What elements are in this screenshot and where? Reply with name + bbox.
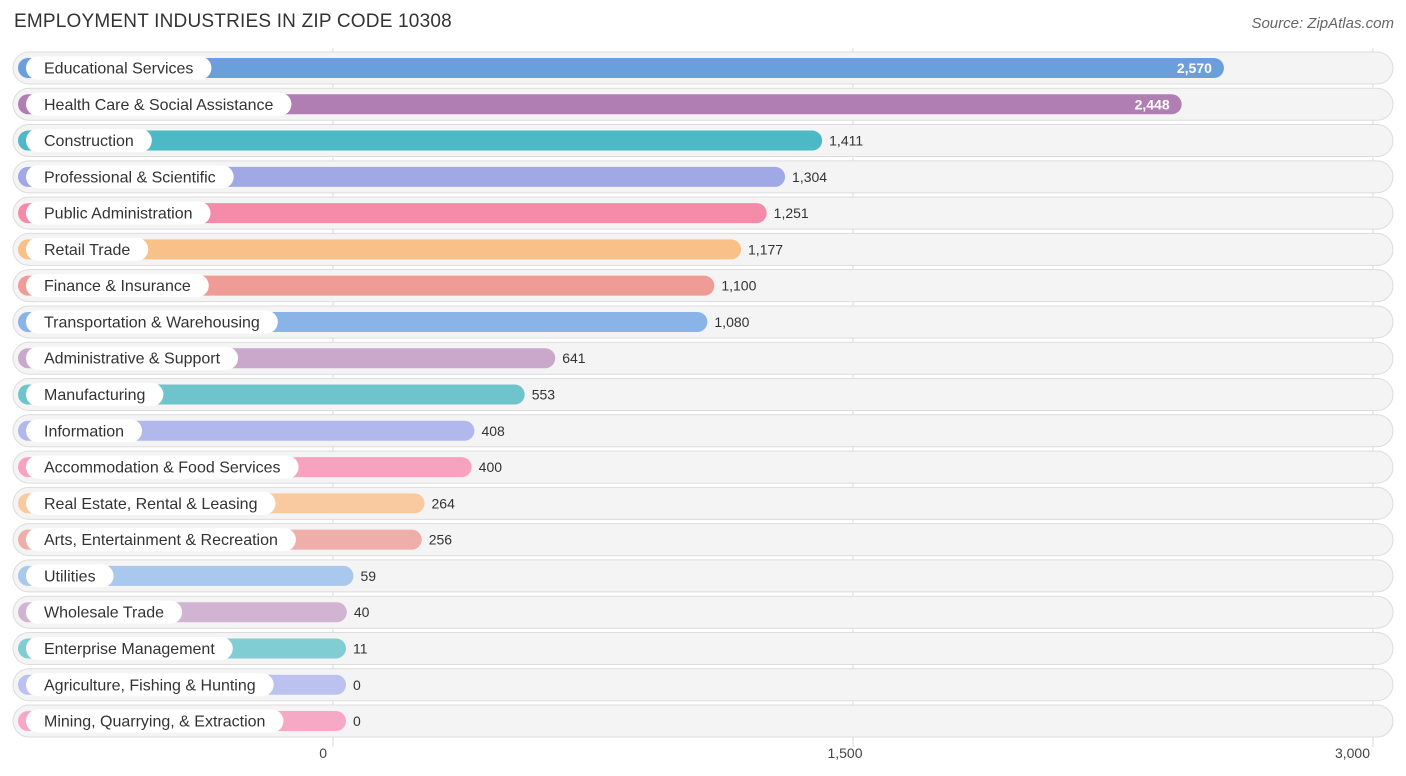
category-label: Information: [44, 423, 124, 440]
category-label: Utilities: [44, 568, 96, 585]
value-label: 400: [479, 459, 503, 475]
category-label: Transportation & Warehousing: [44, 314, 260, 331]
category-pill: [26, 129, 152, 153]
value-label: 0: [353, 713, 361, 729]
value-label: 1,177: [748, 241, 783, 257]
source-label: Source: ZipAtlas.com: [1251, 15, 1394, 32]
category-label: Professional & Scientific: [44, 169, 216, 186]
value-label: 408: [481, 423, 505, 439]
tick-label: 3,000: [1335, 745, 1370, 761]
bar: [18, 130, 823, 151]
row-background: [12, 704, 1394, 738]
category-pill: [26, 165, 234, 189]
tick-label: 1,500: [827, 745, 862, 761]
category-label: Real Estate, Rental & Leasing: [44, 496, 257, 513]
category-pill: [26, 237, 149, 261]
bar: [18, 58, 1224, 78]
value-label: 1,080: [714, 314, 749, 330]
value-label: 2,570: [1177, 60, 1212, 76]
value-label: 2,448: [1135, 96, 1170, 112]
category-label: Agriculture, Fishing & Hunting: [44, 677, 256, 694]
category-pill: [26, 491, 276, 515]
category-label: Retail Trade: [44, 242, 130, 259]
category-pill: [26, 92, 292, 116]
category-pill: [26, 346, 239, 370]
row-background: [12, 559, 1394, 593]
category-pill: [26, 564, 114, 588]
category-pill: [26, 310, 278, 334]
category-pill: [26, 383, 164, 407]
bar: [18, 239, 742, 260]
category-pill: [26, 274, 209, 298]
category-label: Wholesale Trade: [44, 605, 164, 622]
category-pill: [26, 455, 299, 479]
value-label: 1,411: [829, 133, 863, 149]
value-label: 11: [353, 640, 368, 656]
category-pill: [26, 528, 296, 552]
category-label: Health Care & Social Assistance: [44, 97, 274, 114]
tick-label: 0: [319, 745, 327, 761]
category-pill: [26, 636, 233, 660]
category-pill: [26, 419, 143, 443]
x-axis: 0 1,500 3,000: [319, 745, 1370, 761]
category-label: Administrative & Support: [44, 351, 221, 368]
row-background: [12, 595, 1394, 629]
bar: [18, 94, 1182, 115]
value-label: 1,304: [792, 169, 827, 185]
category-label: Educational Services: [44, 61, 193, 78]
row-background: [12, 668, 1394, 702]
chart-title: EMPLOYMENT INDUSTRIES IN ZIP CODE 10308: [14, 11, 452, 32]
value-label: 0: [353, 677, 361, 693]
value-label: 1,251: [774, 205, 809, 221]
category-label: Finance & Insurance: [44, 278, 191, 295]
value-label: 59: [360, 568, 376, 584]
value-label: 641: [562, 350, 586, 366]
value-label: 264: [432, 495, 456, 511]
bar-rows: Educational Services 2,570 Health Care & S…: [12, 51, 1394, 738]
category-label: Public Administration: [44, 206, 193, 223]
value-label: 40: [354, 604, 370, 620]
row-background: [12, 631, 1394, 665]
value-label: 553: [532, 387, 556, 403]
category-pill: [26, 201, 211, 225]
category-label: Construction: [44, 133, 134, 150]
value-label: 1,100: [721, 278, 756, 294]
category-pill: [26, 709, 284, 733]
category-label: Enterprise Management: [44, 641, 215, 658]
category-pill: [26, 600, 183, 624]
value-label: 256: [429, 532, 453, 548]
category-label: Mining, Quarrying, & Extraction: [44, 714, 265, 731]
category-pill: [26, 56, 212, 80]
category-label: Arts, Entertainment & Recreation: [44, 532, 278, 549]
category-label: Accommodation & Food Services: [44, 460, 281, 477]
category-pill: [26, 673, 274, 697]
category-label: Manufacturing: [44, 387, 145, 404]
